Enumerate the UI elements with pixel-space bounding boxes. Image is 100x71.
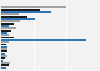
Bar [1,30,11,32]
Bar [1,50,7,52]
Bar [1,25,9,27]
Bar [1,6,66,8]
Bar [1,62,10,64]
Bar [1,53,5,55]
Bar [1,64,9,66]
Bar [1,23,14,25]
Bar [1,44,6,45]
Bar [1,16,27,18]
Bar [1,34,9,36]
Bar [1,18,35,20]
Bar [1,48,7,50]
Bar [1,37,14,38]
Bar [1,20,20,22]
Bar [1,60,3,62]
Bar [1,41,9,43]
Bar [1,9,40,11]
Bar [1,46,7,48]
Bar [1,57,5,59]
Bar [1,67,6,69]
Bar [1,27,16,29]
Bar [1,32,7,34]
Bar [1,39,86,41]
Bar [1,13,19,15]
Bar [1,55,7,57]
Bar [1,11,51,13]
